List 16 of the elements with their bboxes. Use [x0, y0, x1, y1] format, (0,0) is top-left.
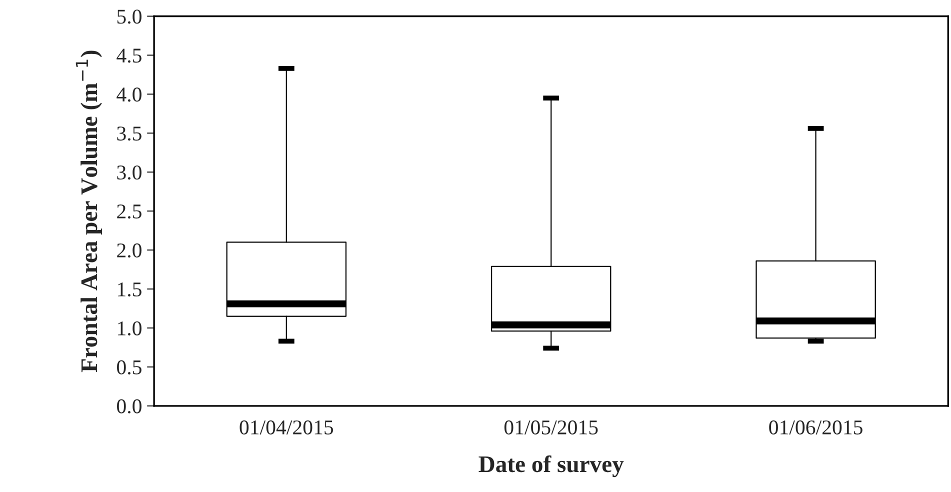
y-tick-label: 0.5 — [117, 360, 142, 374]
y-tick-label: 5.0 — [117, 10, 142, 24]
y-tick-label: 0.0 — [117, 399, 142, 414]
y-tick-label: 2.5 — [117, 204, 142, 219]
y-tick-label: 2.0 — [117, 243, 142, 258]
x-tick-label: 01/04/2015 — [240, 420, 334, 434]
x-axis-title: Date of survey — [478, 455, 624, 478]
y-tick-label: 4.5 — [116, 48, 142, 63]
y-axis-title: Frontal Area per Volume (m$^{−1}$) — [76, 50, 102, 372]
y-tick-label: 4.0 — [116, 88, 142, 102]
y-tick-label: 1.0 — [118, 321, 142, 336]
y-tick-label: 3.0 — [117, 165, 142, 180]
x-tick-label: 01/05/2015 — [504, 420, 598, 434]
y-tick-label: 1.5 — [118, 282, 142, 297]
x-tick-label: 01/06/2015 — [769, 420, 862, 434]
y-tick-label: 3.5 — [117, 126, 142, 141]
